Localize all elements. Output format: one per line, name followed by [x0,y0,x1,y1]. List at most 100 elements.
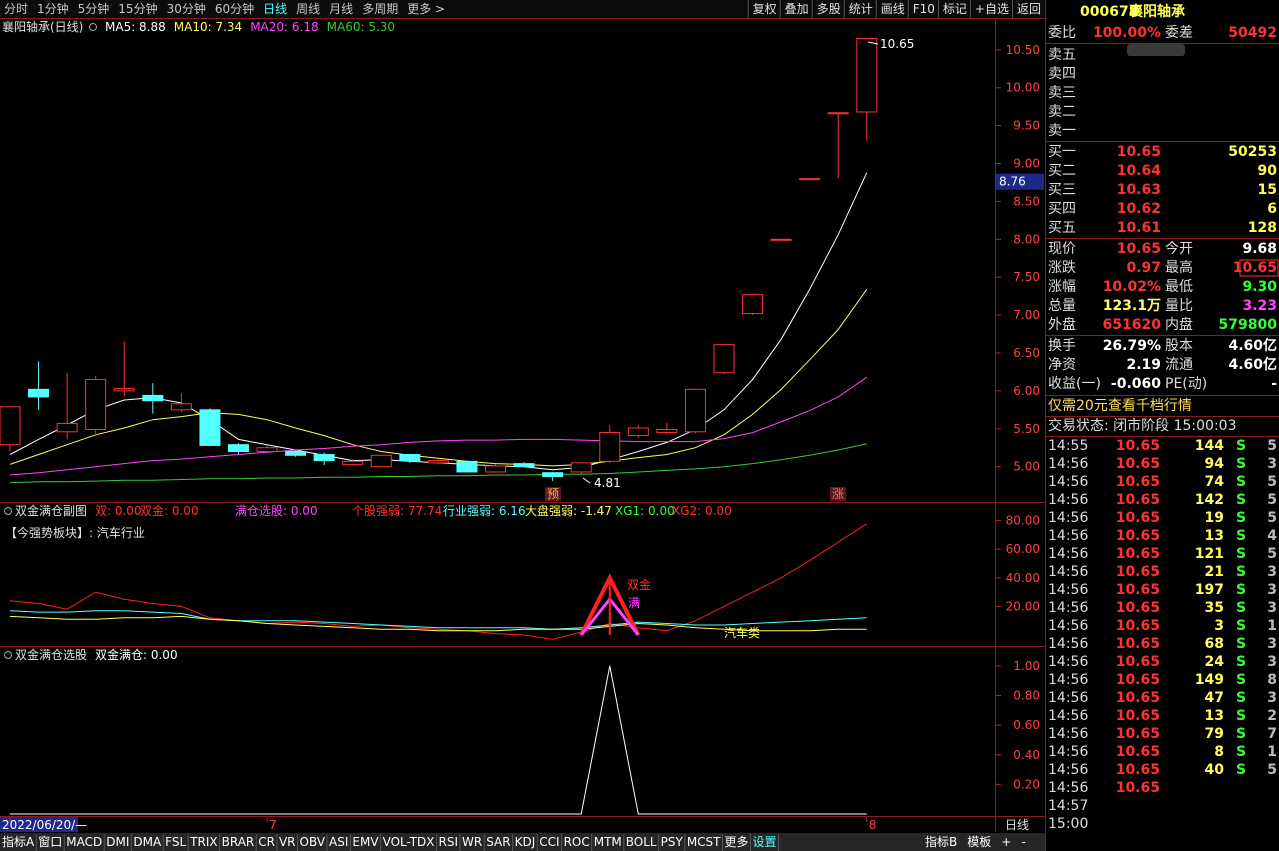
toolbar-button[interactable]: +自选 [975,2,1009,16]
indicator-tab[interactable]: DMA [133,835,162,849]
tick-cell: 5 [1267,510,1277,526]
indicator-tab[interactable]: DMI [106,835,129,849]
tick-cell: 10.65 [1116,456,1160,472]
toolbar-button[interactable]: F10 [913,2,935,16]
indicator-tab[interactable]: BOLL [626,835,657,849]
period-tab[interactable]: 周线 [296,2,320,16]
indicator-tab[interactable]: CR [258,835,275,849]
y-tick-label: 8.50 [1013,194,1040,208]
indicator-tab[interactable]: OBV [300,835,326,849]
indicator-tab[interactable]: FSL [165,835,186,849]
tick-cell: 14:56 [1048,600,1088,616]
tick-cell: 14:56 [1048,780,1088,796]
indicator-tab[interactable]: BRAR [222,835,255,849]
panel-title: 双金满仓选股 [15,647,87,662]
tick-cell: S [1236,582,1246,598]
x-tick-label: 7 [269,818,277,832]
annotation: 预 [547,487,559,501]
indicator: 双: 0.00 [95,504,142,518]
tick-cell: 10.65 [1116,780,1160,796]
period-tab[interactable]: 更多 > [407,2,445,16]
indicator-tab[interactable]: MTM [594,835,622,849]
tick-cell: 10.65 [1116,672,1160,688]
toolbar-button[interactable]: 多股 [817,2,841,16]
promo[interactable]: 仅需20元查看千档行情 [1048,398,1192,414]
period-tab[interactable]: 日线 [263,2,287,16]
candle-body [742,294,764,315]
collapse-button[interactable] [1127,44,1185,56]
panel-tab[interactable]: 模板 [967,835,991,849]
indicator-tab[interactable]: VOL-TDX [383,835,435,849]
candle-body [656,429,678,434]
label: 最低 [1165,279,1193,295]
period-tab[interactable]: 30分钟 [167,1,206,16]
indicator-tab[interactable]: MCST [687,835,721,849]
tick-cell: 149 [1195,672,1224,688]
panel-tab[interactable]: - [1021,835,1025,849]
indicator-tab[interactable]: ROC [564,835,590,849]
toolbar-button[interactable]: 叠加 [785,2,809,16]
indicator-tab[interactable]: CCI [539,835,559,849]
indicator-tab[interactable]: 设置 [753,835,777,849]
indicator-tab[interactable]: VR [279,835,296,849]
value: 26.79% [1103,338,1161,354]
tick-cell: 13 [1205,528,1224,544]
candle-body [113,388,135,392]
signal-box [830,487,846,501]
label: 委比 [1048,25,1076,41]
indicator-tab[interactable]: WR [462,835,482,849]
buy-volume: 128 [1248,220,1277,236]
indicator-tab[interactable]: RSI [439,835,459,849]
period-tab[interactable]: 多周期 [362,2,398,16]
label: 总量 [1048,298,1076,314]
period-tab[interactable]: 分时 [4,2,28,16]
tick-cell: 21 [1205,564,1224,580]
label: 外盘 [1048,316,1076,333]
candle-body [56,422,78,433]
sell-level: 卖五 [1048,47,1076,63]
period-tab[interactable]: 5分钟 [78,1,110,16]
candle-body [456,460,478,473]
indicator-tab[interactable]: EMV [352,835,379,849]
indicator-tab[interactable]: MACD [66,835,102,849]
x-tick-label: 2022/06/20/— [2,818,87,832]
label: 流通 [1165,357,1193,373]
y-tick-label: 5.50 [1013,422,1040,436]
buy-price: 10.63 [1117,182,1161,198]
toolbar-button[interactable]: 标记 [943,2,967,16]
indicator-tab[interactable]: SAR [486,835,510,849]
toolbar-button[interactable]: 返回 [1017,2,1041,16]
buy-price: 10.64 [1117,163,1162,179]
indicator-tab[interactable]: 指标A [2,834,35,849]
indicator-tab[interactable]: PSY [661,835,684,849]
toolbar-button[interactable]: 画线 [881,2,905,16]
label: 内盘 [1165,316,1193,333]
indicator-tab[interactable]: 窗口 [38,835,62,849]
period-tab[interactable]: 15分钟 [118,1,157,16]
stock-code: 000678 [1080,4,1138,20]
indicator-tab[interactable]: TRIX [189,835,217,849]
period-tab[interactable]: 月线 [329,2,353,16]
indicator-tab[interactable]: 更多 [725,835,749,849]
label: 股本 [1165,338,1193,354]
candle-body [227,444,249,452]
indicator-tab[interactable]: ASI [329,835,348,849]
tick-cell: 142 [1195,492,1224,508]
toolbar-button[interactable]: 复权 [753,2,777,16]
toolbar-button[interactable]: 统计 [849,2,873,16]
buy-price: 10.62 [1117,201,1161,217]
period-tab[interactable]: 60分钟 [215,1,254,16]
tick-cell: 10.65 [1116,618,1160,634]
indicator: XG2: 0.00 [672,504,732,518]
indicator: 行业强弱: 6.16 [443,504,526,518]
indicator-tab[interactable]: KDJ [515,835,536,849]
value: 2.19 [1126,357,1161,373]
y-tick-label: 20.00 [1006,599,1040,613]
candle-body [827,112,849,115]
panel-tab[interactable]: + [1001,835,1011,849]
tick-cell: 14:56 [1048,474,1088,490]
panel-tab[interactable]: 指标B [925,834,957,849]
tab-bar-bg [0,833,1045,851]
period-tab[interactable]: 1分钟 [37,1,69,16]
